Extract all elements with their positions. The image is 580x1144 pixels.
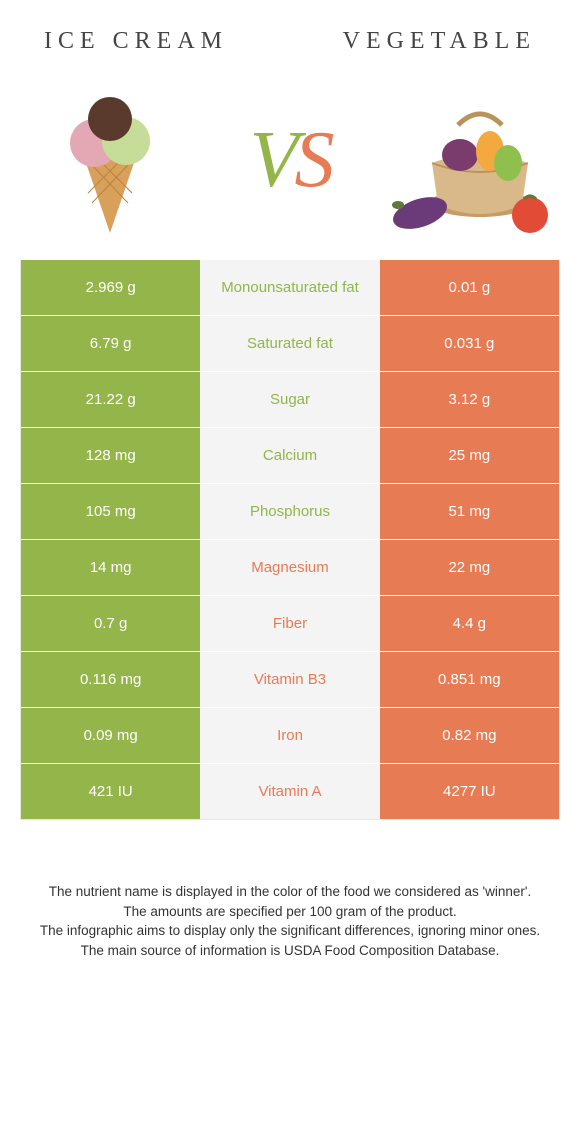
right-value: 4277 IU (380, 764, 559, 819)
left-value: 0.09 mg (21, 708, 200, 763)
footnote-line: The main source of information is USDA F… (32, 941, 548, 961)
left-value: 421 IU (21, 764, 200, 819)
vs-label: VS (250, 115, 331, 206)
images-row: VS (0, 69, 580, 259)
header: ICE CREAM VEGETABLE (0, 0, 580, 69)
nutrient-label: Sugar (200, 372, 379, 427)
left-value: 14 mg (21, 540, 200, 595)
nutrient-label: Vitamin A (200, 764, 379, 819)
right-value: 0.031 g (380, 316, 559, 371)
table-row: 0.116 mgVitamin B30.851 mg (21, 651, 559, 707)
left-food-title: ICE CREAM (44, 28, 228, 55)
table-row: 0.09 mgIron0.82 mg (21, 707, 559, 763)
right-value: 0.01 g (380, 260, 559, 315)
left-value: 6.79 g (21, 316, 200, 371)
left-value: 0.116 mg (21, 652, 200, 707)
right-food-title: VEGETABLE (343, 28, 536, 55)
vegetable-basket-icon (390, 85, 550, 235)
vs-s: S (294, 115, 330, 206)
right-value: 4.4 g (380, 596, 559, 651)
left-value: 0.7 g (21, 596, 200, 651)
footnote-line: The amounts are specified per 100 gram o… (32, 902, 548, 922)
nutrient-label: Calcium (200, 428, 379, 483)
nutrient-label: Fiber (200, 596, 379, 651)
table-row: 21.22 gSugar3.12 g (21, 371, 559, 427)
table-row: 14 mgMagnesium22 mg (21, 539, 559, 595)
nutrient-label: Monounsaturated fat (200, 260, 379, 315)
table-row: 6.79 gSaturated fat0.031 g (21, 315, 559, 371)
nutrient-label: Magnesium (200, 540, 379, 595)
nutrient-label: Phosphorus (200, 484, 379, 539)
nutrient-label: Saturated fat (200, 316, 379, 371)
right-value: 22 mg (380, 540, 559, 595)
right-value: 0.82 mg (380, 708, 559, 763)
table-row: 2.969 gMonounsaturated fat0.01 g (21, 259, 559, 315)
ice-cream-icon (30, 85, 190, 235)
right-value: 51 mg (380, 484, 559, 539)
left-value: 21.22 g (21, 372, 200, 427)
left-value: 2.969 g (21, 260, 200, 315)
table-row: 105 mgPhosphorus51 mg (21, 483, 559, 539)
table-row: 0.7 gFiber4.4 g (21, 595, 559, 651)
left-value: 105 mg (21, 484, 200, 539)
right-value: 0.851 mg (380, 652, 559, 707)
nutrient-label: Iron (200, 708, 379, 763)
nutrient-label: Vitamin B3 (200, 652, 379, 707)
right-value: 3.12 g (380, 372, 559, 427)
vs-v: V (250, 115, 295, 206)
footnote-line: The nutrient name is displayed in the co… (32, 882, 548, 902)
footnote-line: The infographic aims to display only the… (32, 921, 548, 941)
table-row: 421 IUVitamin A4277 IU (21, 763, 559, 819)
left-value: 128 mg (21, 428, 200, 483)
table-row: 128 mgCalcium25 mg (21, 427, 559, 483)
right-value: 25 mg (380, 428, 559, 483)
comparison-table: 2.969 gMonounsaturated fat0.01 g6.79 gSa… (20, 259, 560, 820)
footnotes: The nutrient name is displayed in the co… (0, 820, 580, 960)
